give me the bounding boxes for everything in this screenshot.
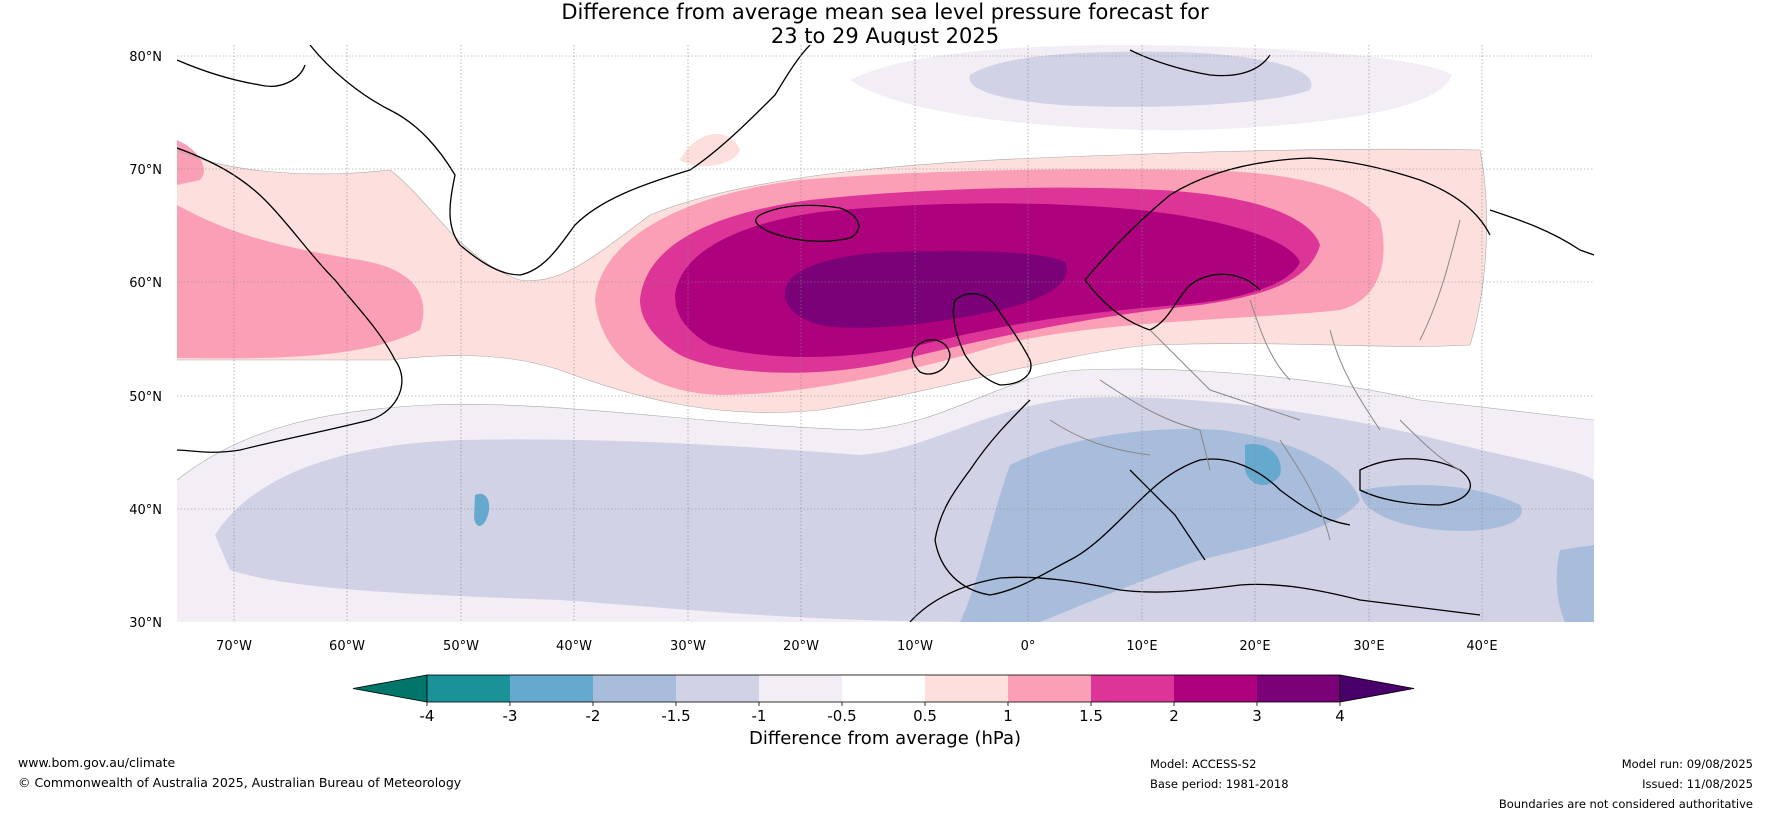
lon-label-30e: 30°E xyxy=(1353,639,1384,654)
gridlines xyxy=(177,45,1594,622)
title-line-2: 23 to 29 August 2025 xyxy=(770,24,1000,48)
title-line-1: Difference from average mean sea level p… xyxy=(561,0,1209,24)
british-isles-coast xyxy=(952,293,1032,386)
colorbar: -4 -3 -2 -1.5 -1 -0.5 0.5 1 1.5 2 3 4 xyxy=(352,674,1415,725)
black-sea-coast xyxy=(1359,458,1472,506)
colorbar-tick-label: -2 xyxy=(586,707,601,725)
north-america-coast xyxy=(177,147,403,453)
iceland-coast xyxy=(755,204,860,242)
negative-anomaly-fields xyxy=(177,45,1594,622)
greenland-coast xyxy=(309,45,811,276)
lat-label-50: 50°N xyxy=(129,390,162,405)
colorbar-segment xyxy=(1257,675,1340,702)
colorbar-segment xyxy=(759,675,842,702)
europe-coast xyxy=(934,399,1351,596)
lat-label-80: 80°N xyxy=(129,50,162,65)
colorbar-segment xyxy=(427,675,510,702)
lat-label-60: 60°N xyxy=(129,276,162,291)
base-period-text: Base period: 1981-2018 xyxy=(1150,777,1289,791)
baffin-coast xyxy=(177,59,306,87)
lon-label-10e: 10°E xyxy=(1126,639,1157,654)
contour-neg-1-5-b xyxy=(1360,485,1522,531)
lon-label-40w: 40°W xyxy=(556,639,592,654)
colorbar-title: Difference from average (hPa) xyxy=(749,728,1021,749)
colorbar-segment xyxy=(510,675,593,702)
lon-label-0: 0° xyxy=(1021,639,1036,654)
colorbar-segment xyxy=(1008,675,1091,702)
lon-label-10w: 10°W xyxy=(897,639,933,654)
colorbar-tick-label: -3 xyxy=(503,707,518,725)
ireland-coast xyxy=(911,339,951,375)
website-text: www.bom.gov.au/climate xyxy=(18,755,176,770)
coastlines xyxy=(177,45,1594,622)
colorbar-segment xyxy=(925,675,1008,702)
colorbar-extend-max xyxy=(1339,674,1415,703)
issued-text: Issued: 11/08/2025 xyxy=(1642,777,1753,791)
lon-label-20e: 20°E xyxy=(1239,639,1270,654)
italy-coast xyxy=(1129,469,1206,561)
colorbar-tick-label: -4 xyxy=(420,707,435,725)
colorbar-tick-label: -1 xyxy=(752,707,767,725)
colorbar-segment xyxy=(676,675,759,702)
copyright-text: © Commonwealth of Australia 2025, Austra… xyxy=(18,775,462,790)
lat-label-70: 70°N xyxy=(129,163,162,178)
longitude-labels: 70°W 60°W 50°W 40°W 30°W 20°W 10°W 0° 10… xyxy=(216,639,1498,654)
colorbar-tick-label: -1.5 xyxy=(661,707,690,725)
colorbar-tick-label: 4 xyxy=(1335,707,1345,725)
north-africa-coast xyxy=(909,576,1481,622)
lat-label-40: 40°N xyxy=(129,503,162,518)
colorbar-tick-label: 1.5 xyxy=(1079,707,1103,725)
colorbar-extend-min xyxy=(352,674,428,703)
lon-label-30w: 30°W xyxy=(670,639,706,654)
colorbar-tick-label: 3 xyxy=(1252,707,1262,725)
russia-coast xyxy=(1489,209,1594,256)
latitude-labels: 80°N 70°N 60°N 50°N 40°N 30°N xyxy=(129,50,162,631)
model-text: Model: ACCESS-S2 xyxy=(1150,757,1257,771)
colorbar-segment xyxy=(1091,675,1174,702)
lon-label-70w: 70°W xyxy=(216,639,252,654)
lat-label-30: 30°N xyxy=(129,616,162,631)
colorbar-outline xyxy=(426,674,1341,703)
colorbar-tick-label: -0.5 xyxy=(827,707,856,725)
colorbar-tick-label: 0.5 xyxy=(913,707,937,725)
disclaimer-text: Boundaries are not considered authoritat… xyxy=(1498,797,1753,811)
contour-pos-1-west-b xyxy=(177,140,204,185)
colorbar-segment xyxy=(593,675,676,702)
colorbar-tick-label: 2 xyxy=(1169,707,1179,725)
contour-lines xyxy=(177,148,1594,481)
scandinavia-coast xyxy=(1084,157,1491,331)
contour-neg-2-b xyxy=(474,493,490,526)
contour-pos-1-west xyxy=(177,205,424,359)
lon-label-40e: 40°E xyxy=(1466,639,1497,654)
lon-label-50w: 50°W xyxy=(443,639,479,654)
contour-neg-2 xyxy=(1245,444,1281,486)
colorbar-tick-label: 1 xyxy=(1003,707,1013,725)
model-run-text: Model run: 09/08/2025 xyxy=(1621,757,1753,771)
country-borders xyxy=(1049,219,1461,541)
svalbard-coast xyxy=(1129,49,1271,77)
colorbar-segment xyxy=(842,675,925,702)
lon-label-60w: 60°W xyxy=(329,639,365,654)
colorbar-segment xyxy=(1174,675,1257,702)
map-panel xyxy=(177,45,1594,622)
contour-pos-3 xyxy=(784,251,1068,328)
contour-neg-1-arctic xyxy=(969,51,1312,107)
contour-neg-1-5-c xyxy=(1556,545,1594,622)
map-title: Difference from average mean sea level p… xyxy=(0,0,1770,48)
lon-label-20w: 20°W xyxy=(783,639,819,654)
